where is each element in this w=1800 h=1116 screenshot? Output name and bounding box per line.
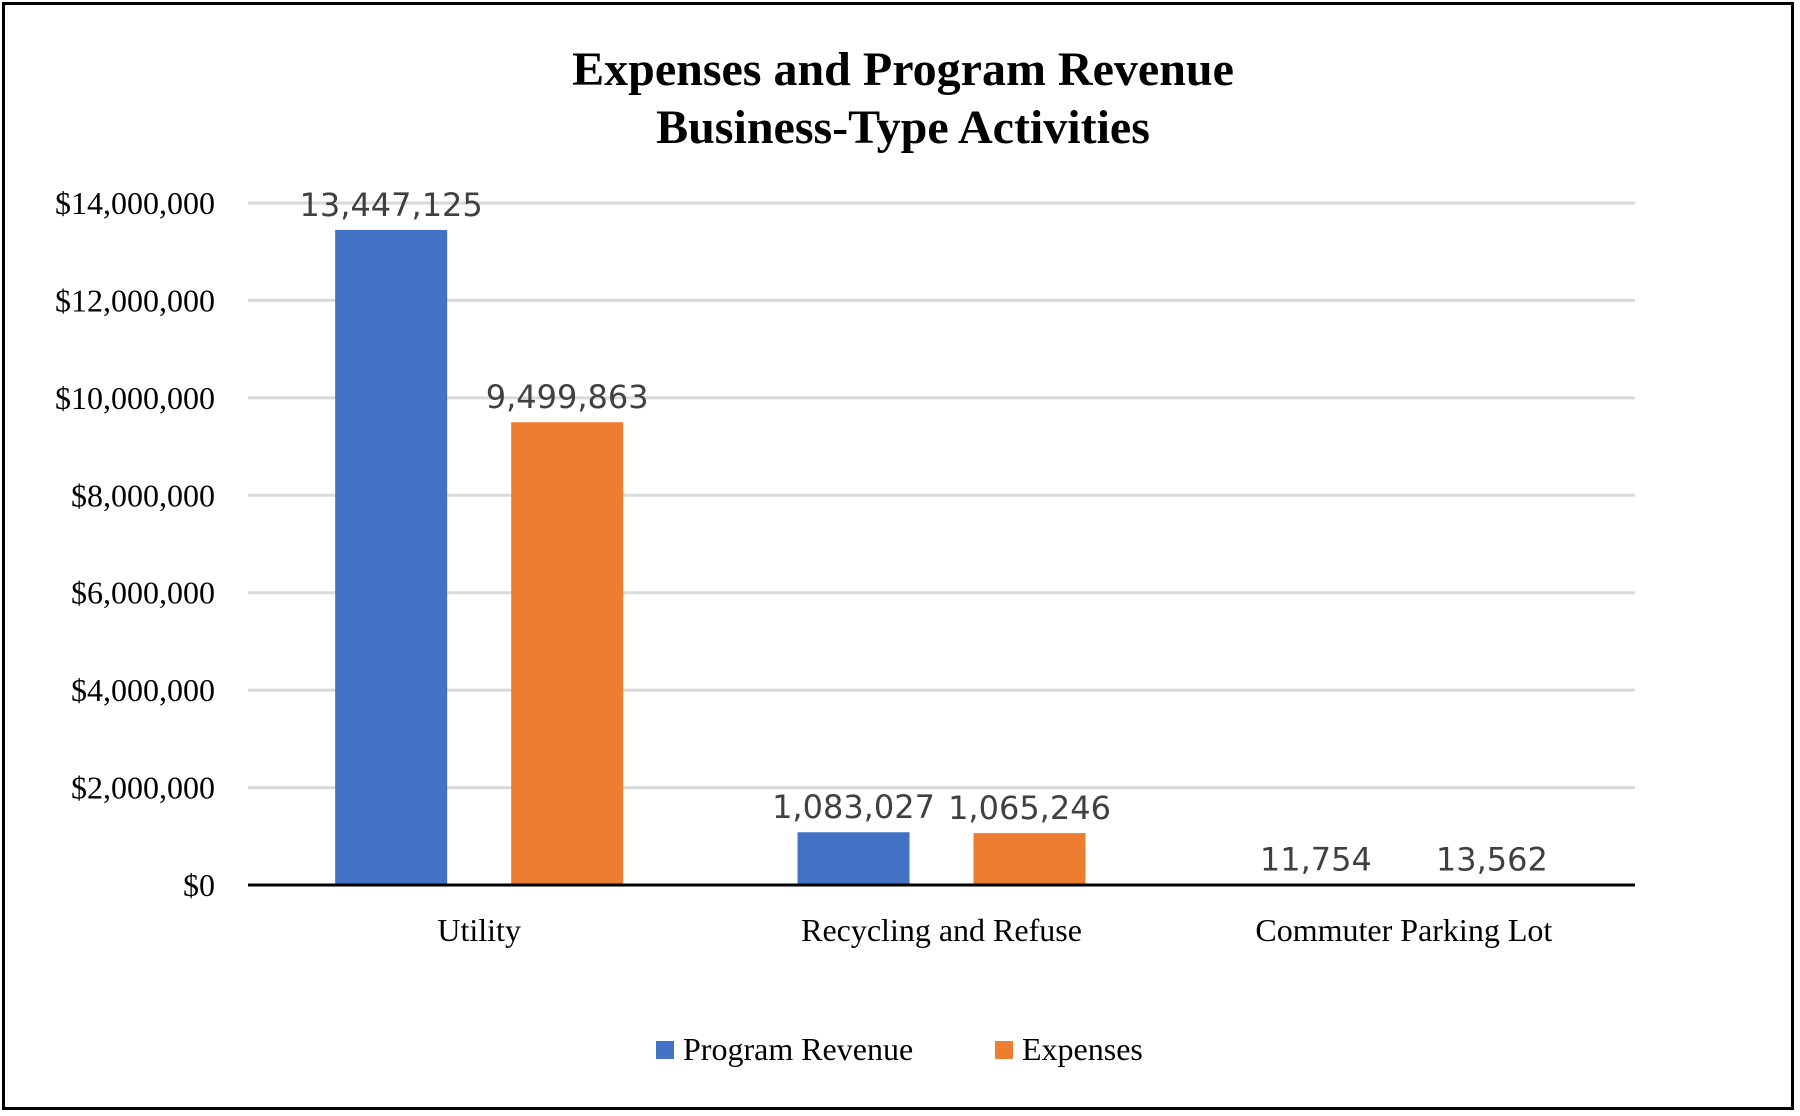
legend-label: Program Revenue [683,1031,913,1067]
y-tick-label: $6,000,000 [71,575,215,611]
y-tick-label: $2,000,000 [71,770,215,806]
data-label: 11,754 [1260,840,1372,878]
data-label: 1,083,027 [772,788,935,826]
x-tick-label: Utility [437,912,521,948]
chart-subtitle: Business-Type Activities [656,101,1150,154]
legend-label: Expenses [1022,1031,1143,1067]
data-label: 9,499,863 [486,378,649,416]
legend: Program Revenue Expenses [656,1031,1143,1067]
y-tick-label: $0 [183,867,215,903]
y-tick-label: $14,000,000 [55,185,215,221]
legend-swatch-expenses [995,1041,1013,1059]
bar-expenses-1 [973,833,1086,885]
data-labels: 13,447,125 9,499,863 1,083,027 1,065,246 11,… [300,186,1548,878]
y-tick-label: $12,000,000 [55,282,215,318]
chart-title: Expenses and Program Revenue [572,43,1234,96]
x-axis-ticks: Utility Recycling and Refuse Commuter Park… [437,912,1552,948]
data-label: 13,447,125 [300,186,483,224]
y-tick-label: $10,000,000 [55,380,215,416]
y-tick-label: $4,000,000 [71,672,215,708]
x-tick-label: Recycling and Refuse [801,912,1082,948]
data-label: 1,065,246 [948,789,1111,827]
bar-expenses-0 [511,422,624,885]
gridlines [248,201,1635,790]
bar-program-revenue-0 [335,229,448,885]
legend-swatch-program-revenue [656,1041,674,1059]
bars [335,229,1548,885]
data-label: 13,562 [1436,840,1548,878]
chart: Expenses and Program Revenue Business-Ty… [55,43,1635,1067]
y-axis-ticks: $0 $2,000,000 $4,000,000 $6,000,000 $8,000,0… [55,185,215,903]
y-tick-label: $8,000,000 [71,477,215,513]
bar-program-revenue-1 [797,832,910,885]
x-tick-label: Commuter Parking Lot [1255,912,1552,948]
